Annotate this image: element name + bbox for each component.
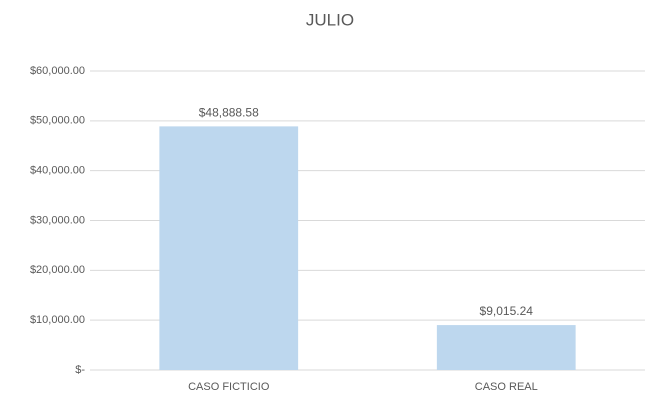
x-tick-label: CASO REAL — [475, 381, 538, 393]
y-tick-label: $- — [75, 364, 85, 376]
x-tick-label: CASO FICTICIO — [188, 381, 270, 393]
chart-title: JULIO — [306, 10, 354, 29]
bar — [436, 325, 576, 370]
bar — [159, 126, 299, 370]
y-tick-label: $40,000.00 — [30, 165, 85, 177]
y-tick-label: $20,000.00 — [30, 264, 85, 276]
y-tick-label: $10,000.00 — [30, 314, 85, 326]
y-tick-label: $50,000.00 — [30, 115, 85, 127]
data-label: $9,015.24 — [480, 304, 534, 318]
y-tick-label: $60,000.00 — [30, 65, 85, 77]
y-tick-label: $30,000.00 — [30, 214, 85, 226]
data-label: $48,888.58 — [199, 106, 259, 120]
